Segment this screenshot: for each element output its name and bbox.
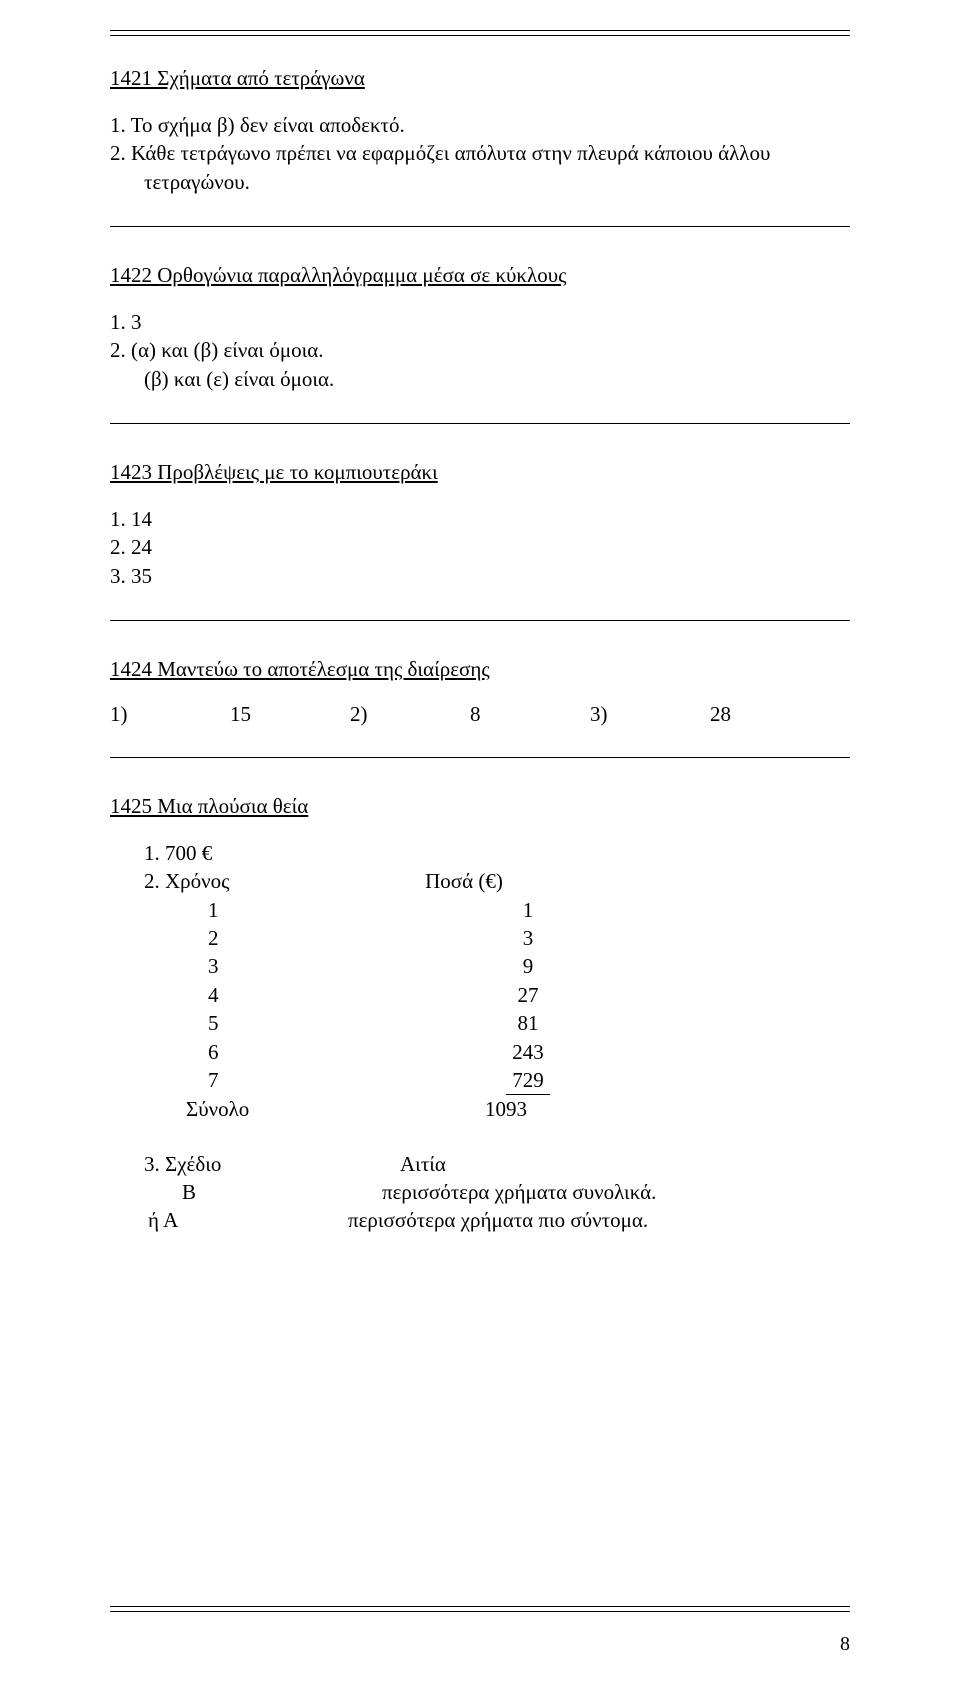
list-item: 1. 3 bbox=[110, 308, 850, 336]
table-row: 5 81 bbox=[110, 1009, 850, 1037]
list-item: 1. 700 € bbox=[110, 839, 850, 867]
plan-cell: ή Α bbox=[110, 1206, 348, 1234]
answer-value: 8 bbox=[470, 702, 590, 727]
answer-value: 28 bbox=[710, 702, 830, 727]
table-row: 4 27 bbox=[110, 981, 850, 1009]
answer-label: 1) bbox=[110, 702, 230, 727]
year-cell: 6 bbox=[110, 1038, 428, 1066]
page-number: 8 bbox=[840, 1633, 850, 1656]
section-title: 1425 Μια πλούσια θεία bbox=[110, 794, 850, 819]
table-header-amount: Ποσά (€) bbox=[364, 867, 564, 895]
plan-header: 3. Σχέδιο bbox=[110, 1150, 344, 1178]
section-title: 1422 Ορθογώνια παραλληλόγραμμα μέσα σε κ… bbox=[110, 263, 850, 288]
section-1421: 1421 Σχήματα από τετράγωνα 1. Το σχήμα β… bbox=[110, 66, 850, 196]
list-item: 2. (α) και (β) είναι όμοια. bbox=[110, 336, 850, 364]
section-title: 1421 Σχήματα από τετράγωνα bbox=[110, 66, 850, 91]
divider bbox=[110, 226, 850, 227]
answer-value: 15 bbox=[230, 702, 350, 727]
top-rule-1 bbox=[110, 30, 850, 31]
section-title: 1423 Προβλέψεις με το κομπιουτεράκι bbox=[110, 460, 850, 485]
total-value: 1093 bbox=[406, 1095, 606, 1123]
section-1425: 1425 Μια πλούσια θεία 1. 700 € 2. Χρόνος… bbox=[110, 794, 850, 1234]
year-cell: 2 bbox=[110, 924, 428, 952]
table-header-year: 2. Χρόνος bbox=[110, 867, 364, 895]
table-row: Β περισσότερα χρήματα συνολικά. bbox=[110, 1178, 850, 1206]
list-item: 3. 35 bbox=[110, 562, 850, 590]
bottom-rule-1 bbox=[110, 1606, 850, 1607]
table-row: 7 729 bbox=[110, 1066, 850, 1095]
list-item: 2. 24 bbox=[110, 533, 850, 561]
plan-cell: Β bbox=[110, 1178, 382, 1206]
section-1424: 1424 Μαντεύω το αποτέλεσμα της διαίρεσης… bbox=[110, 657, 850, 727]
table-row: 2 3 bbox=[110, 924, 850, 952]
amount-cell: 243 bbox=[428, 1038, 628, 1066]
table-header-row: 2. Χρόνος Ποσά (€) bbox=[110, 867, 850, 895]
year-cell: 1 bbox=[110, 896, 428, 924]
list-item-cont: τετραγώνου. bbox=[110, 168, 850, 196]
year-cell: 4 bbox=[110, 981, 428, 1009]
divider bbox=[110, 757, 850, 758]
divider bbox=[110, 423, 850, 424]
top-rule-2 bbox=[110, 35, 850, 36]
list-item-cont: (β) και (ε) είναι όμοια. bbox=[110, 365, 850, 393]
plan-reason-table: 3. Σχέδιο Αιτία Β περισσότερα χρήματα συ… bbox=[110, 1150, 850, 1235]
table-row: 3 9 bbox=[110, 952, 850, 980]
table-row: 6 243 bbox=[110, 1038, 850, 1066]
answer-label: 2) bbox=[350, 702, 470, 727]
amount-cell: 729 bbox=[428, 1066, 628, 1095]
section-1423: 1423 Προβλέψεις με το κομπιουτεράκι 1. 1… bbox=[110, 460, 850, 590]
reason-cell: περισσότερα χρήματα πιο σύντομα. bbox=[348, 1206, 850, 1234]
list-item: 1. 14 bbox=[110, 505, 850, 533]
year-cell: 3 bbox=[110, 952, 428, 980]
answer-row: 1) 15 2) 8 3) 28 bbox=[110, 702, 850, 727]
year-amount-table: 1 1 2 3 3 9 4 27 5 81 6 243 bbox=[110, 896, 850, 1124]
section-1422: 1422 Ορθογώνια παραλληλόγραμμα μέσα σε κ… bbox=[110, 263, 850, 393]
year-cell: 7 bbox=[110, 1066, 428, 1095]
reason-header: Αιτία bbox=[344, 1150, 850, 1178]
table-total-row: Σύνολο 1093 bbox=[110, 1095, 850, 1123]
divider bbox=[110, 620, 850, 621]
amount-cell: 27 bbox=[428, 981, 628, 1009]
table-row: ή Α περισσότερα χρήματα πιο σύντομα. bbox=[110, 1206, 850, 1234]
list-item: 1. Το σχήμα β) δεν είναι αποδεκτό. bbox=[110, 111, 850, 139]
amount-cell: 9 bbox=[428, 952, 628, 980]
bottom-rules bbox=[110, 1606, 850, 1612]
amount-cell: 1 bbox=[428, 896, 628, 924]
underlined-value: 729 bbox=[506, 1066, 550, 1095]
section-title: 1424 Μαντεύω το αποτέλεσμα της διαίρεσης bbox=[110, 657, 850, 682]
amount-cell: 81 bbox=[428, 1009, 628, 1037]
amount-cell: 3 bbox=[428, 924, 628, 952]
bottom-rule-2 bbox=[110, 1611, 850, 1612]
list-item: 2. Κάθε τετράγωνο πρέπει να εφαρμόζει απ… bbox=[110, 139, 850, 167]
year-cell: 5 bbox=[110, 1009, 428, 1037]
table-row: 3. Σχέδιο Αιτία bbox=[110, 1150, 850, 1178]
total-label: Σύνολο bbox=[110, 1095, 406, 1123]
page: 1421 Σχήματα από τετράγωνα 1. Το σχήμα β… bbox=[0, 0, 960, 1682]
reason-cell: περισσότερα χρήματα συνολικά. bbox=[382, 1178, 850, 1206]
table-row: 1 1 bbox=[110, 896, 850, 924]
answer-label: 3) bbox=[590, 702, 710, 727]
